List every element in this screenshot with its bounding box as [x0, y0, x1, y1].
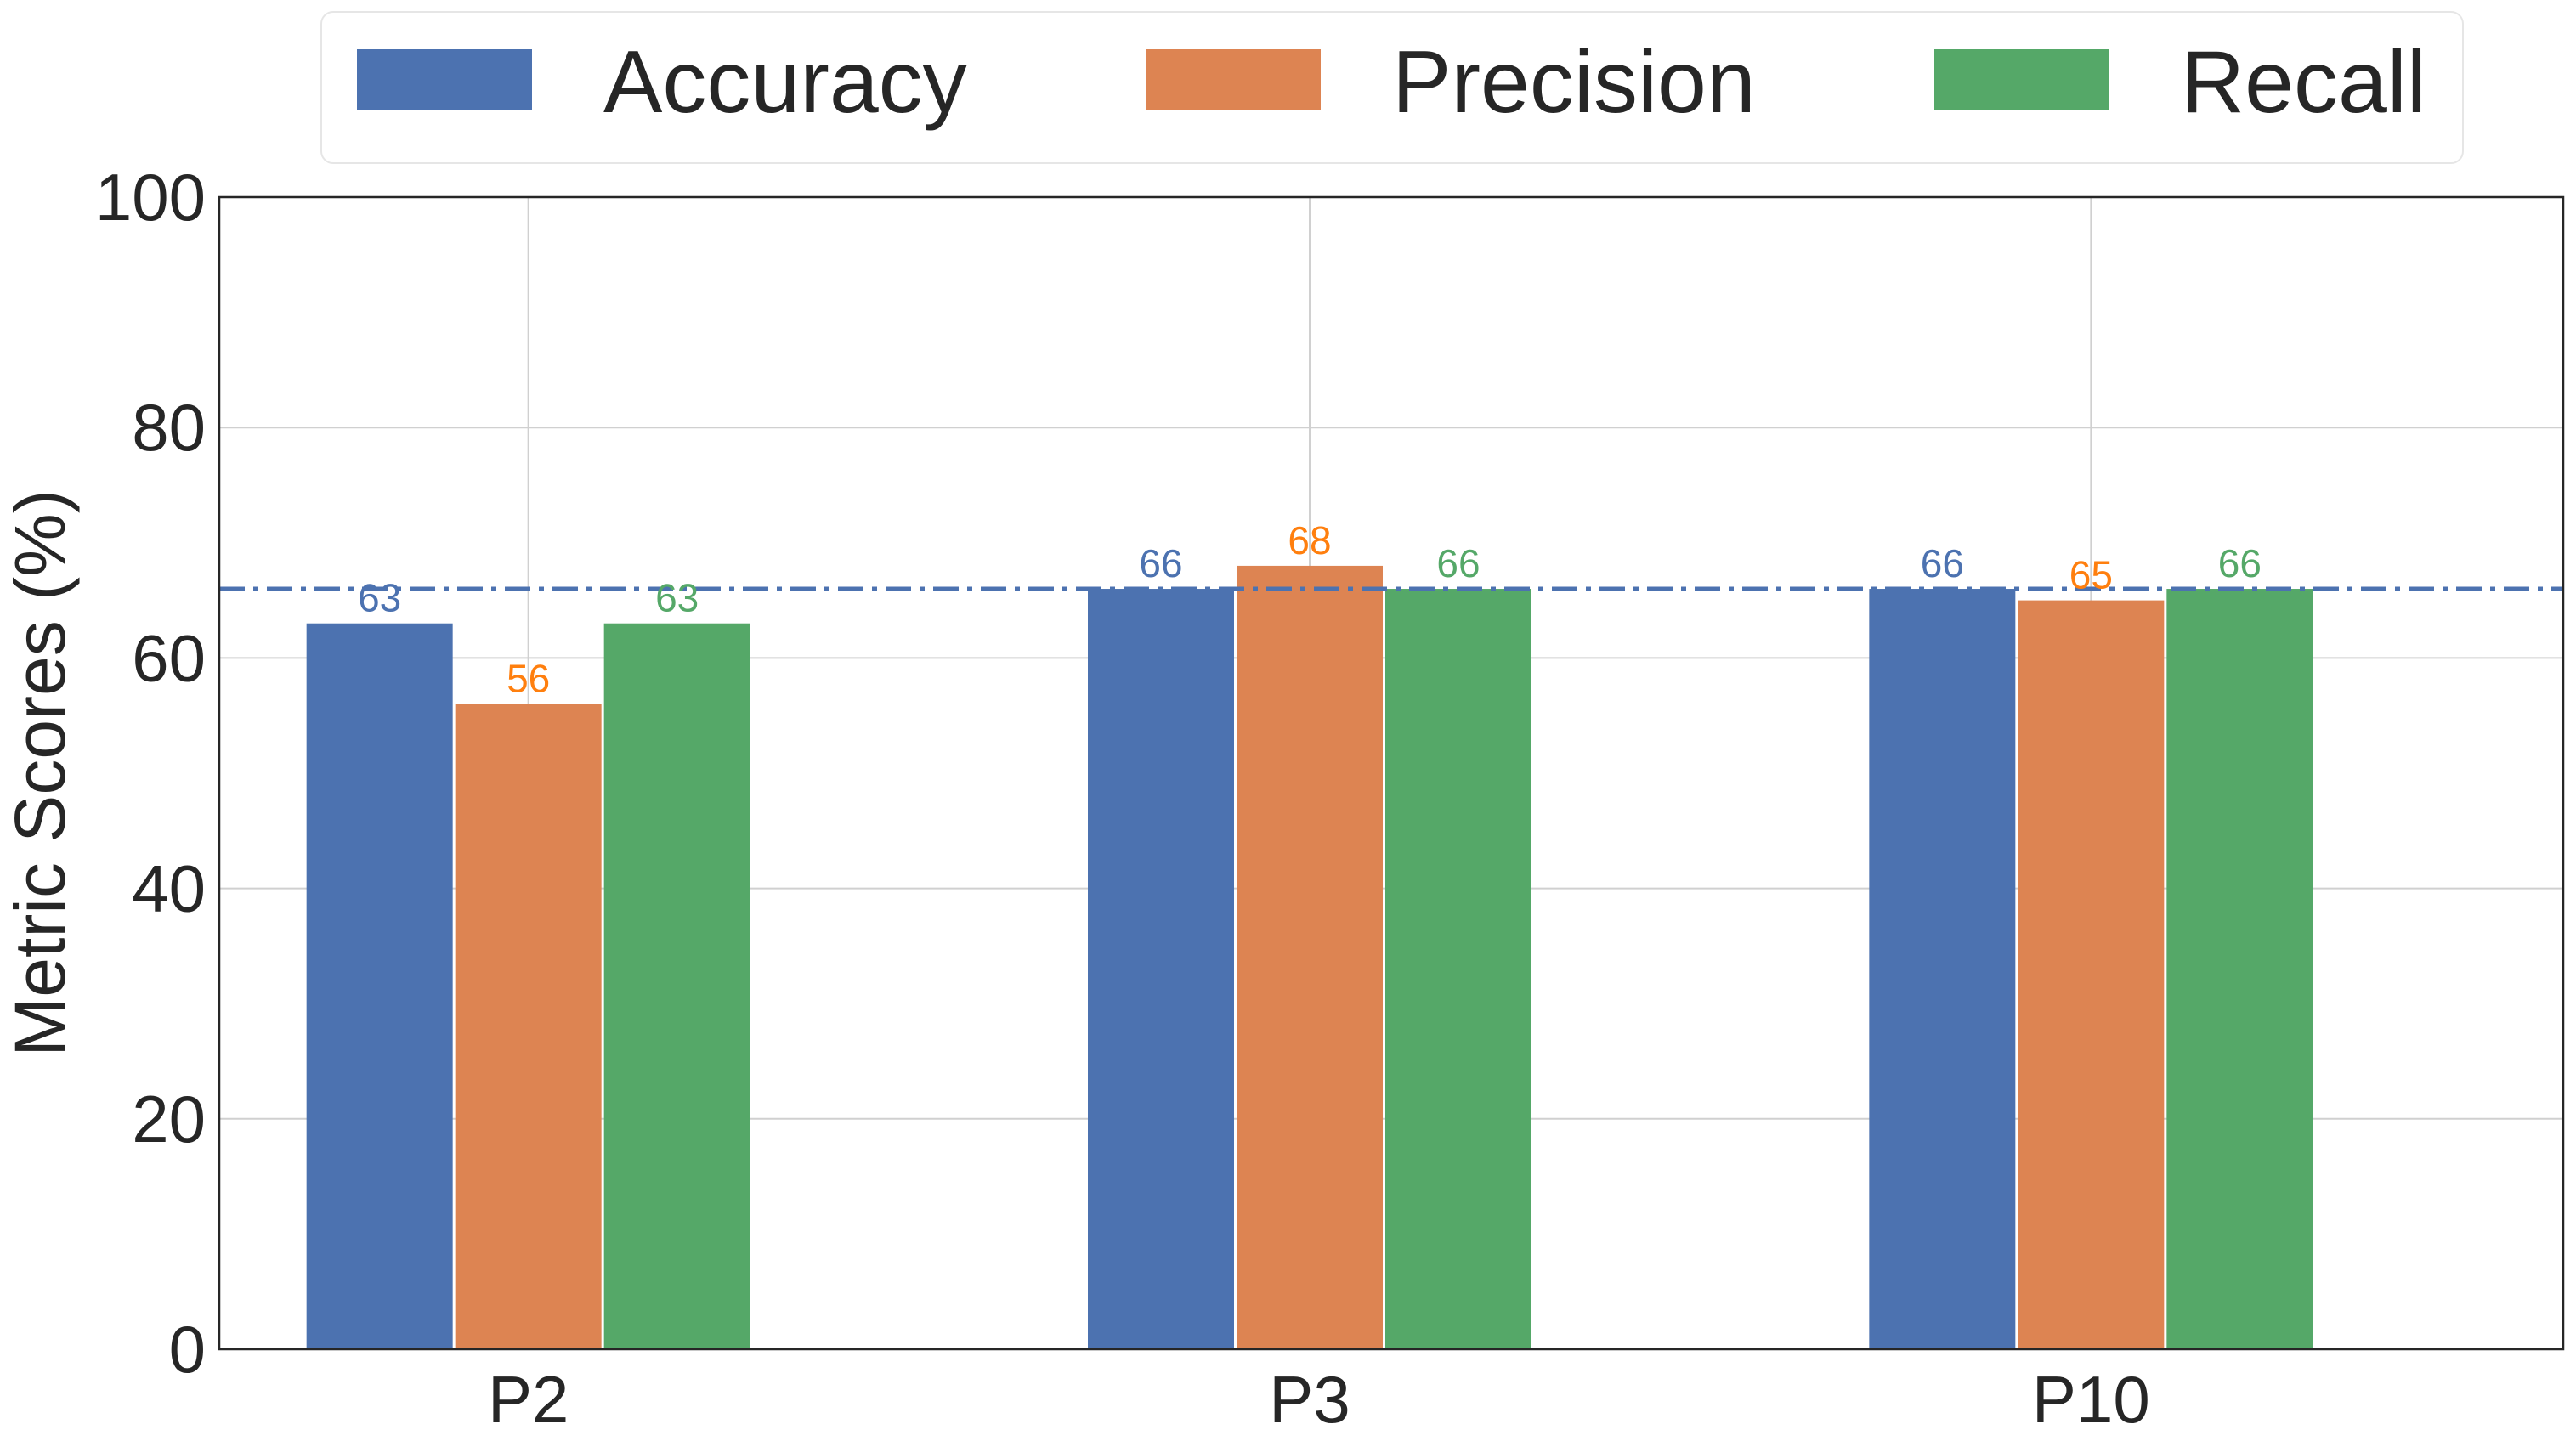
bar-data-label: 66 [1139, 541, 1182, 585]
x-tick-label: P10 [2032, 1362, 2150, 1437]
bar-data-label: 66 [2218, 541, 2262, 585]
legend: Accuracy Precision Recall [320, 11, 2464, 164]
legend-swatch [1146, 49, 1321, 110]
x-tick-label: P3 [1269, 1362, 1350, 1437]
legend-frame [320, 11, 2464, 164]
bar [2166, 589, 2313, 1349]
bar [2018, 600, 2165, 1349]
x-tick-label: P2 [488, 1362, 569, 1437]
bar [1869, 589, 2016, 1349]
bar [1385, 589, 1531, 1349]
bar [455, 704, 602, 1349]
bar-data-label: 66 [1921, 541, 1964, 585]
bars [306, 565, 2313, 1349]
bar-data-label: 56 [507, 657, 550, 701]
plot-frame [218, 195, 2565, 1351]
data-labels: 63 56 63 66 68 66 66 65 66 [358, 518, 2262, 701]
bar [1237, 565, 1383, 1349]
bar-data-label: 65 [2069, 553, 2113, 597]
legend-swatch [357, 49, 532, 110]
bar-data-label: 63 [655, 576, 699, 620]
bar-data-label: 63 [358, 576, 401, 620]
y-axis-label: Metric Scores (%) [0, 489, 80, 1056]
legend-label: Precision [1392, 33, 1756, 132]
bar [306, 623, 453, 1349]
legend-label: Accuracy [603, 33, 967, 132]
bar-data-label: 66 [1436, 541, 1480, 585]
y-tick-label: 100 [95, 160, 206, 235]
bar [603, 623, 750, 1349]
y-tick-label: 60 [132, 620, 206, 695]
y-tick-label: 0 [169, 1312, 206, 1387]
legend-label: Recall [2181, 33, 2426, 132]
y-tick-label: 20 [132, 1082, 206, 1156]
y-tick-label: 40 [132, 851, 206, 926]
bar-data-label: 68 [1288, 518, 1331, 562]
y-axis-ticks: 0 20 40 60 80 100 [95, 160, 206, 1387]
x-axis-ticks: P2 P3 P10 [488, 1362, 2150, 1437]
bar [1088, 589, 1234, 1349]
y-tick-label: 80 [132, 390, 206, 465]
legend-swatch [1934, 49, 2109, 110]
